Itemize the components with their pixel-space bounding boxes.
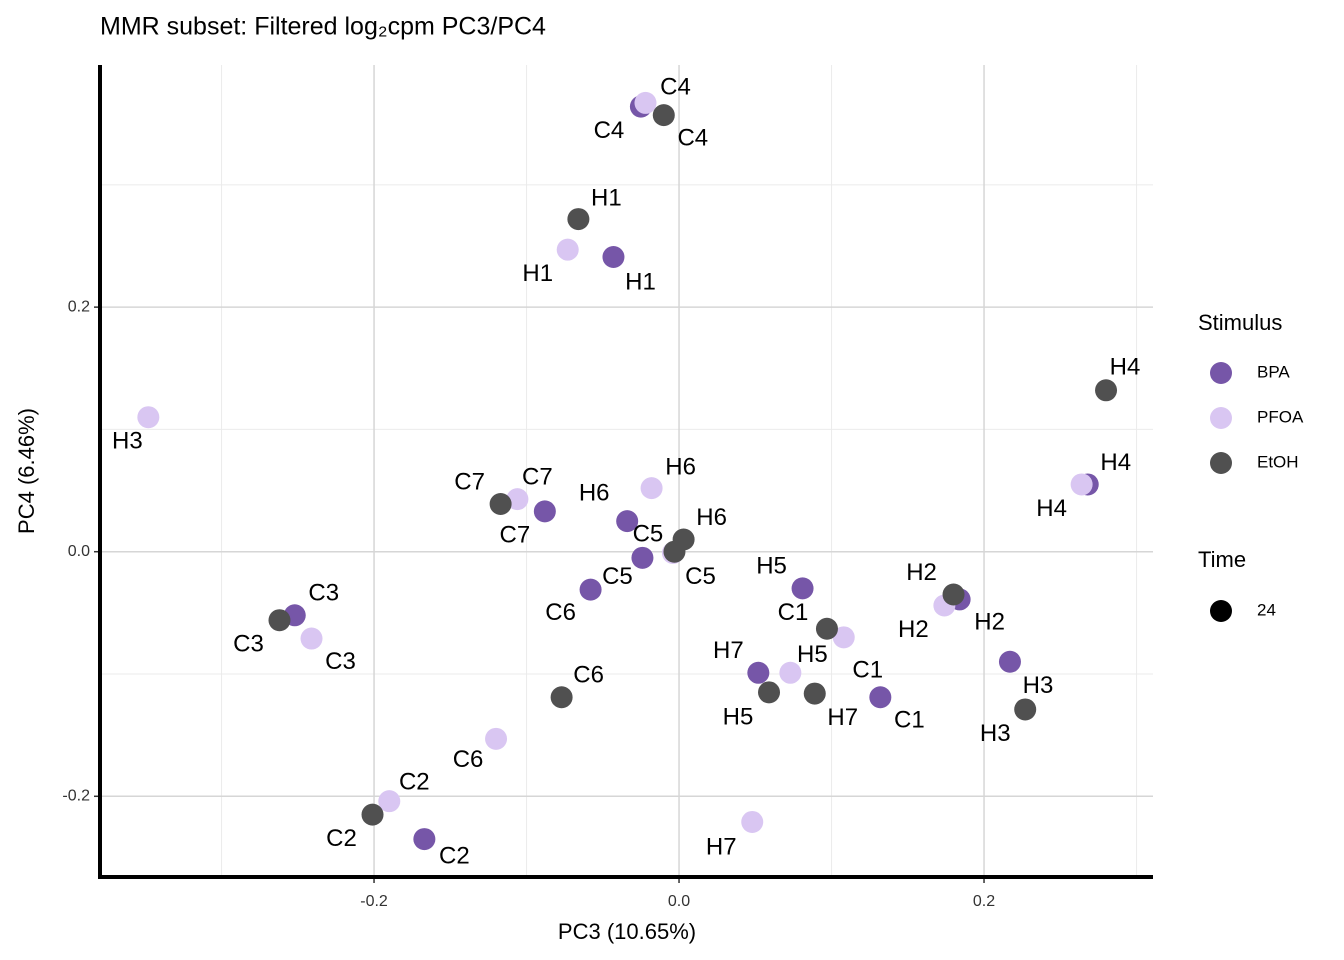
- point-label: C4: [660, 73, 691, 100]
- point: [869, 686, 892, 709]
- point-label: H4: [1100, 449, 1131, 476]
- point-label: H5: [797, 641, 828, 668]
- point: [361, 803, 384, 826]
- point-label: C7: [499, 522, 530, 549]
- x-tick-label: -0.2: [360, 893, 388, 910]
- point-label: C7: [454, 468, 485, 495]
- point: [631, 546, 654, 569]
- point-label: H3: [980, 720, 1011, 747]
- x-tick-label: 0.2: [973, 893, 995, 910]
- point-label: H7: [827, 704, 858, 731]
- point: [616, 510, 639, 533]
- point: [747, 661, 770, 684]
- point: [378, 790, 401, 813]
- point-label: C6: [453, 746, 484, 773]
- y-tick-label: 0.2: [68, 298, 90, 315]
- point: [663, 540, 686, 563]
- point-label: C5: [633, 520, 664, 547]
- point: [579, 578, 602, 601]
- point-label: H4: [1036, 495, 1067, 522]
- point-label: C1: [852, 657, 883, 684]
- point: [1070, 473, 1093, 496]
- point: [556, 238, 579, 261]
- point-label: H3: [112, 428, 143, 455]
- x-tick-label: 0.0: [668, 893, 690, 910]
- point: [779, 661, 802, 684]
- point-label: H2: [974, 609, 1005, 636]
- point: [803, 682, 826, 705]
- chart-title: MMR subset: Filtered log₂cpm PC3/PC4: [100, 13, 546, 41]
- point: [533, 500, 556, 523]
- point-label: C2: [439, 842, 470, 869]
- point: [506, 488, 529, 511]
- point: [413, 828, 436, 851]
- size-legend-label: 24: [1257, 600, 1276, 619]
- point-label: H7: [706, 833, 737, 860]
- y-tick-label: 0.0: [68, 543, 90, 560]
- point: [602, 245, 625, 268]
- size-legend-title: Time: [1198, 547, 1246, 572]
- point: [640, 477, 663, 500]
- x-axis-title: PC3 (10.65%): [558, 919, 696, 944]
- point-label: C1: [894, 707, 925, 734]
- legend-label: PFOA: [1257, 407, 1304, 426]
- point: [741, 810, 764, 833]
- point: [137, 406, 160, 429]
- point: [758, 681, 781, 704]
- point-label: C2: [399, 769, 430, 796]
- point: [815, 617, 838, 640]
- point: [485, 727, 508, 750]
- point: [652, 104, 675, 127]
- point-label: C5: [685, 563, 716, 590]
- y-axis-title: PC4 (6.46%): [14, 408, 39, 534]
- point: [550, 686, 573, 709]
- point: [998, 650, 1021, 673]
- point-label: H2: [906, 559, 937, 586]
- point: [942, 583, 965, 606]
- point: [791, 577, 814, 600]
- size-legend-key: [1210, 600, 1232, 622]
- point-label: H5: [756, 553, 787, 580]
- point-label: C1: [778, 599, 809, 626]
- point: [1095, 379, 1118, 402]
- legend-label: BPA: [1257, 362, 1290, 381]
- point: [300, 627, 323, 650]
- point-label: C4: [677, 124, 708, 151]
- y-tick-label: -0.2: [62, 788, 90, 805]
- point-label: C5: [602, 563, 633, 590]
- point-label: H1: [522, 260, 553, 287]
- point-label: C3: [325, 648, 356, 675]
- point-label: H1: [625, 268, 656, 295]
- point-label: H3: [1023, 672, 1054, 699]
- point-label: H6: [696, 504, 727, 531]
- point: [489, 493, 512, 516]
- point: [268, 609, 291, 632]
- point-label: H5: [723, 704, 754, 731]
- point: [1014, 698, 1037, 721]
- legend-title: Stimulus: [1198, 310, 1282, 335]
- point-label: H6: [665, 453, 696, 480]
- point-label: H4: [1110, 354, 1141, 381]
- point-label: H7: [713, 637, 744, 664]
- point: [832, 626, 855, 649]
- point: [634, 91, 657, 114]
- point-label: H1: [591, 184, 622, 211]
- legend-label: EtOH: [1257, 452, 1299, 471]
- point-label: C4: [594, 117, 625, 144]
- legend-key: [1210, 452, 1232, 474]
- point-label: C6: [545, 599, 576, 626]
- point-label: C7: [522, 463, 553, 490]
- point-label: H6: [579, 479, 610, 506]
- point-label: H2: [898, 616, 929, 643]
- legend-key: [1210, 407, 1232, 429]
- point-label: C3: [233, 631, 264, 658]
- point-label: C3: [308, 580, 339, 607]
- legend-key: [1210, 362, 1232, 384]
- point-label: C6: [573, 662, 604, 689]
- point: [567, 208, 590, 231]
- point-label: C2: [326, 825, 357, 852]
